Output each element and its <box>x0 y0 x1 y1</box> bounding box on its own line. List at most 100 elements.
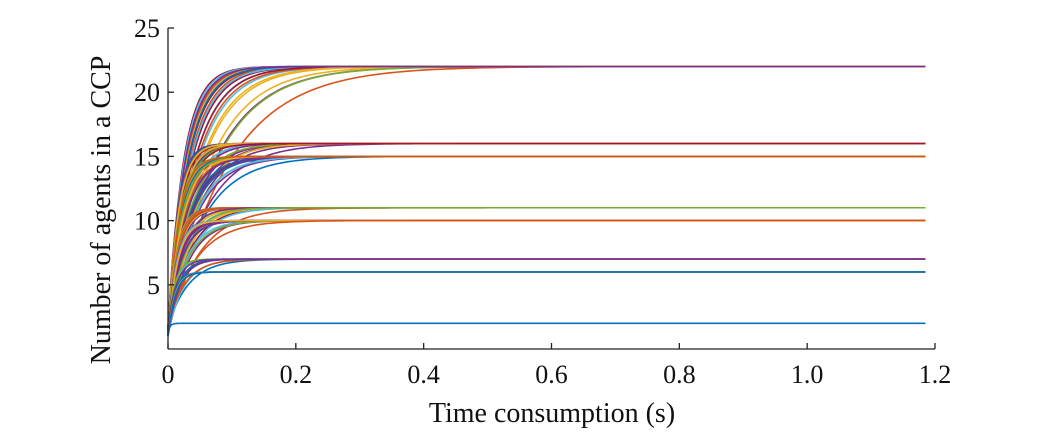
series-line-level-15 <box>167 155 926 332</box>
series-line-level-2 <box>167 322 926 333</box>
series-line-level-7 <box>167 258 926 334</box>
series-line-level-15 <box>167 155 926 333</box>
series-line-level-16 <box>167 142 926 330</box>
series-line-level-16 <box>167 142 926 330</box>
y-axis-label: Number of agents in a CCP <box>86 56 117 365</box>
series-line-level-10 <box>167 219 926 330</box>
series-line-level-16 <box>167 142 926 330</box>
series-line-level-16 <box>167 142 926 334</box>
series-line-level-16 <box>167 142 926 331</box>
series-line-level-7 <box>167 258 926 330</box>
series-line-level-15 <box>167 155 926 331</box>
series-line-level-11 <box>167 206 926 327</box>
series-line-level-11 <box>167 206 926 330</box>
x-tick-label: 0.8 <box>663 360 696 389</box>
series-line-level-16 <box>167 142 926 330</box>
series-line-level-16 <box>167 142 926 327</box>
series-line-level-16 <box>167 142 926 332</box>
series-line-level-10 <box>167 219 926 330</box>
series-line-level-16 <box>167 142 926 331</box>
series-line-level-6 <box>167 271 926 335</box>
series-layer <box>167 65 926 337</box>
series-line-level-16 <box>167 142 926 335</box>
series-line-level-10 <box>167 219 926 329</box>
series-line-level-11 <box>167 206 926 333</box>
series-line-level-7 <box>167 258 926 329</box>
series-line-level-22 <box>167 65 926 336</box>
series-line-level-11 <box>167 206 926 332</box>
series-line-level-15 <box>167 155 926 335</box>
series-line-level-15 <box>167 155 926 333</box>
series-line-level-6 <box>167 271 926 337</box>
ticks-layer: 0 0.2 0.4 0.6 0.8 1.0 1.2 5 10 15 20 25 <box>134 14 951 389</box>
series-line-level-7 <box>167 258 926 330</box>
series-line-level-16 <box>167 142 926 331</box>
y-tick-label: 20 <box>134 78 160 107</box>
series-line-level-15 <box>167 155 926 333</box>
x-tick-label: 0.6 <box>535 360 568 389</box>
series-line-level-15 <box>167 155 926 328</box>
series-line-level-10 <box>167 219 926 332</box>
series-line-level-7 <box>167 258 926 328</box>
series-line-level-10 <box>167 219 926 327</box>
series-line-level-15 <box>167 155 926 327</box>
series-line-level-16 <box>167 142 926 334</box>
series-line-level-16 <box>167 142 926 336</box>
series-line-level-11 <box>167 206 926 328</box>
series-line-level-15 <box>167 155 926 336</box>
series-line-level-7 <box>167 258 926 327</box>
y-tick-label: 15 <box>134 142 160 171</box>
series-line-level-15 <box>167 155 926 328</box>
series-line-level-11 <box>167 206 926 329</box>
y-tick-label: 10 <box>134 207 160 236</box>
series-line-level-15 <box>167 155 926 336</box>
series-line-level-11 <box>167 206 926 328</box>
series-line-level-11 <box>167 206 926 329</box>
series-line-level-11 <box>167 206 926 329</box>
series-line-level-11 <box>167 206 926 328</box>
series-line-level-7 <box>167 258 926 327</box>
series-line-level-15 <box>167 155 926 328</box>
series-line-level-10 <box>167 219 926 336</box>
series-line-level-16 <box>167 142 926 335</box>
series-line-level-10 <box>167 219 926 334</box>
x-tick-label: 1.0 <box>791 360 824 389</box>
series-line-level-16 <box>167 142 926 336</box>
series-line-level-16 <box>167 142 926 329</box>
series-line-level-10 <box>167 219 926 335</box>
series-line-level-16 <box>167 142 926 334</box>
series-line-level-7 <box>167 258 926 337</box>
series-line-level-15 <box>167 155 926 327</box>
series-line-level-10 <box>167 219 926 337</box>
series-line-level-11 <box>167 206 926 331</box>
x-tick-label: 0.2 <box>280 360 313 389</box>
series-line-level-16 <box>167 142 926 328</box>
series-line-level-11 <box>167 206 926 335</box>
y-tick-label: 25 <box>134 14 160 43</box>
series-line-level-15 <box>167 155 926 333</box>
series-line-level-16 <box>167 142 926 329</box>
y-tick-label: 5 <box>147 271 160 300</box>
series-line-level-10 <box>167 219 926 336</box>
series-line-level-15 <box>167 155 926 329</box>
series-line-level-16 <box>167 142 926 337</box>
series-line-level-10 <box>167 219 926 327</box>
series-line-level-15 <box>167 155 926 329</box>
series-line-level-16 <box>167 142 926 333</box>
x-tick-label: 1.2 <box>919 360 952 389</box>
series-line-level-16 <box>167 142 926 329</box>
series-line-level-6 <box>167 271 926 329</box>
series-line-level-15 <box>167 155 926 334</box>
series-line-level-16 <box>167 142 926 328</box>
x-axis-label: Time consumption (s) <box>429 398 675 429</box>
series-line-level-16 <box>167 142 926 337</box>
series-line-level-16 <box>167 142 926 330</box>
series-line-level-15 <box>167 155 926 331</box>
series-line-level-10 <box>167 219 926 328</box>
series-line-level-10 <box>167 219 926 329</box>
series-line-level-15 <box>167 155 926 331</box>
x-tick-label: 0.4 <box>407 360 440 389</box>
series-line-level-7 <box>167 258 926 327</box>
series-line-level-15 <box>167 155 926 330</box>
series-line-level-7 <box>167 258 926 334</box>
